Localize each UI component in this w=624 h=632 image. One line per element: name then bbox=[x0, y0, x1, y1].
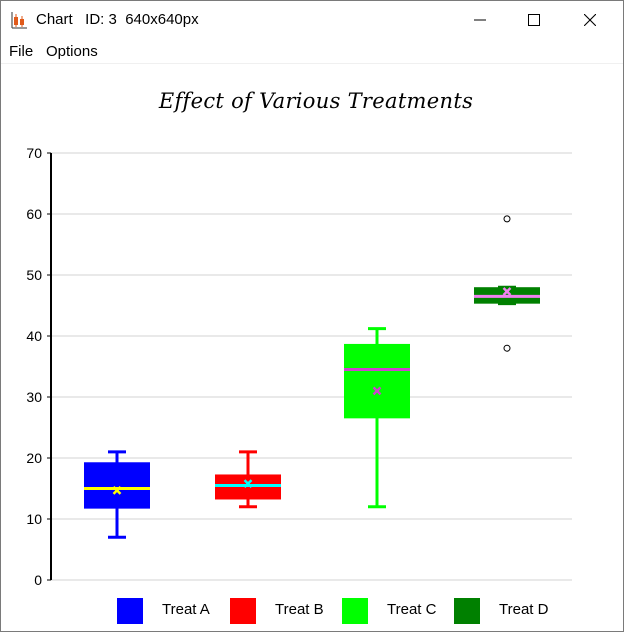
minimize-icon bbox=[474, 19, 486, 21]
chart-title: Effect of Various Treatments bbox=[158, 89, 474, 113]
treat-d-outlier-1 bbox=[503, 344, 511, 352]
close-icon bbox=[584, 14, 596, 26]
menu-file[interactable]: File bbox=[9, 43, 34, 60]
maximize-button[interactable] bbox=[511, 1, 557, 39]
title-bar[interactable]: Chart ID: 3 640x640px bbox=[1, 1, 623, 39]
y-tick-label-50: 50 bbox=[26, 267, 42, 283]
y-tick-label-10: 10 bbox=[26, 511, 42, 527]
legend-label-treat-d: Treat D bbox=[499, 601, 549, 618]
chart-legend: Treat A Treat B Treat C Treat D bbox=[1, 597, 623, 625]
legend-swatch-treat-d bbox=[454, 598, 480, 624]
y-tick-label-40: 40 bbox=[26, 328, 42, 344]
window-title: Chart ID: 3 640x640px bbox=[36, 11, 199, 28]
menu-bar: File Options bbox=[1, 39, 623, 64]
y-tick-label-30: 30 bbox=[26, 389, 42, 405]
box-plot: 0 10 20 30 40 50 60 70 bbox=[26, 145, 572, 588]
legend-label-treat-b: Treat B bbox=[275, 601, 324, 618]
maximize-icon bbox=[528, 14, 540, 26]
y-tick-label-70: 70 bbox=[26, 145, 42, 161]
legend-swatch-treat-c bbox=[342, 598, 368, 624]
legend-label-treat-c: Treat C bbox=[387, 601, 437, 618]
y-tick-label-60: 60 bbox=[26, 206, 42, 222]
legend-swatch-treat-a bbox=[117, 598, 143, 624]
treat-b-box bbox=[215, 474, 281, 500]
treat-c-mean-marker bbox=[372, 386, 382, 396]
legend-label-treat-a: Treat A bbox=[162, 601, 210, 618]
menu-options[interactable]: Options bbox=[46, 43, 98, 60]
treat-a-box bbox=[84, 462, 150, 509]
treat-d-mean-marker bbox=[502, 287, 512, 296]
chart-app-icon bbox=[11, 12, 27, 29]
minimize-button[interactable] bbox=[457, 1, 503, 39]
treat-c-box bbox=[344, 343, 410, 419]
legend-swatch-treat-b bbox=[230, 598, 256, 624]
close-button[interactable] bbox=[567, 1, 613, 39]
treat-a-mean-marker bbox=[112, 485, 122, 495]
y-tick-label-0: 0 bbox=[34, 572, 42, 588]
y-tick-label-20: 20 bbox=[26, 450, 42, 466]
treat-d-outlier-0 bbox=[503, 215, 511, 223]
treat-b-mean-marker bbox=[243, 479, 253, 489]
